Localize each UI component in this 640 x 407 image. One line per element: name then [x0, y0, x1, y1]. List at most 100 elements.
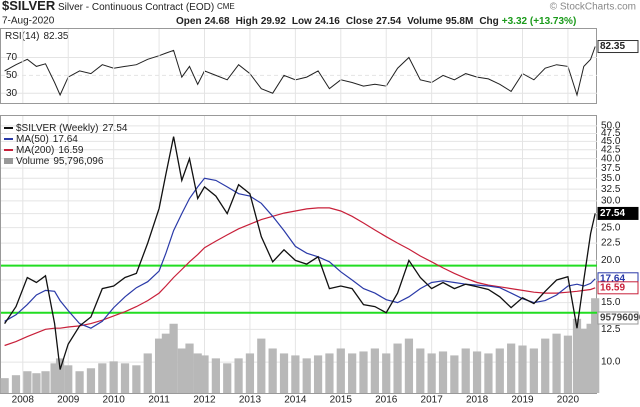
- volume-bar: [563, 335, 573, 393]
- value-box: [597, 311, 639, 325]
- volume-bar: [98, 363, 107, 393]
- legend-value: 17.64: [53, 134, 78, 145]
- y-tick-label: 35.0: [601, 173, 621, 184]
- legend-name: MA(50): [16, 134, 49, 145]
- rsi-line: [4, 46, 596, 97]
- legend-name: RSI(14): [5, 31, 39, 42]
- y-tick-label: 30: [6, 88, 18, 99]
- volume-bar: [132, 365, 141, 393]
- volume-bar: [325, 353, 334, 393]
- volume-bar: [591, 298, 600, 393]
- quote-value: 24.16: [315, 16, 340, 27]
- volume-bar: [302, 358, 311, 393]
- volume-bar: [109, 361, 118, 393]
- price-line: [4, 136, 596, 370]
- quote-label: Low: [292, 16, 312, 27]
- quote-label: Volume: [407, 16, 443, 27]
- y-tick-label: 22.5: [601, 238, 621, 249]
- quote: Open 24.68 High 29.92 Low 24.16 Close 27.54 Volu…: [176, 16, 576, 27]
- volume-bar: [245, 353, 255, 393]
- volume-bar: [86, 368, 96, 393]
- volume-bar: [507, 343, 516, 393]
- moving-average: [4, 177, 596, 329]
- volume-bar: [223, 363, 232, 393]
- x-tick-label: 2015: [330, 395, 353, 406]
- x-tick-label: 2008: [12, 395, 35, 406]
- date: 7-Aug-2020: [2, 16, 55, 27]
- quote-value: 24.68: [205, 16, 230, 27]
- volume-bar: [427, 353, 436, 393]
- x-tick-label: 2016: [375, 395, 398, 406]
- x-tick-label: 2011: [148, 395, 170, 406]
- y-tick-label: 30.0: [601, 196, 621, 207]
- y-tick-label: 47.5: [601, 128, 621, 139]
- volume-bar: [11, 375, 21, 393]
- volume-bar: [291, 355, 300, 393]
- chart-title: $SILVER Silver - Continuous Contract (EO…: [2, 0, 235, 13]
- value-box-label: 16.59: [600, 282, 625, 293]
- volume-bar: [23, 371, 32, 393]
- volume-bar: [161, 333, 171, 393]
- quote-value: 95.8M: [446, 16, 474, 27]
- volume-bar: [234, 358, 243, 393]
- legend-value: 16.59: [58, 145, 83, 156]
- legend-value: 27.54: [102, 123, 127, 134]
- volume-bar: [404, 338, 414, 393]
- volume-bar: [348, 353, 357, 393]
- volume-bar: [382, 353, 391, 393]
- volume-bar: [313, 355, 323, 393]
- quote-value: +3.32 (+13.73%): [502, 16, 577, 27]
- volume-bar: [55, 358, 65, 393]
- volume-bar: [552, 333, 561, 393]
- x-tick-label: 2017: [421, 395, 444, 406]
- x-tick-label: 2013: [239, 395, 262, 406]
- volume-bar: [359, 351, 368, 393]
- volume-bar: [41, 371, 50, 393]
- volume-bar: [450, 355, 459, 393]
- volume-bar: [75, 371, 84, 393]
- volume-bar: [484, 353, 493, 393]
- volume-bar: [586, 323, 595, 393]
- volume-bar: [541, 338, 550, 393]
- x-tick-label: 2020: [557, 395, 580, 406]
- volume-bar: [438, 351, 448, 393]
- y-tick-label: 50.0: [601, 121, 621, 132]
- y-tick-label: 37.5: [601, 163, 621, 174]
- volume-bar: [518, 345, 527, 393]
- legend-entry: Volume 95,796,096: [16, 156, 104, 167]
- quote-value: 29.92: [261, 16, 286, 27]
- volume-bar: [336, 348, 345, 393]
- y-tick-label: 70: [6, 52, 18, 63]
- volume-bar: [393, 343, 402, 393]
- volume-bar: [0, 378, 9, 393]
- volume-bar: [579, 328, 588, 393]
- volume-bar: [200, 355, 209, 393]
- volume-bar: [529, 348, 538, 393]
- value-box-label: 82.35: [600, 41, 625, 52]
- volume-bar: [193, 353, 202, 393]
- quote-label: High: [236, 16, 258, 27]
- y-tick-label: 15.0: [601, 297, 621, 308]
- legend-name: $SILVER (Weekly): [16, 123, 98, 134]
- y-tick-label: 12.5: [601, 324, 621, 335]
- symbol: $SILVER: [2, 0, 56, 13]
- volume-bar: [370, 348, 379, 393]
- volume-bar: [143, 353, 152, 393]
- x-tick-label: 2014: [284, 395, 307, 406]
- volume-bar: [472, 351, 482, 393]
- volume-bar: [177, 348, 186, 393]
- volume-bar: [257, 338, 266, 393]
- y-tick-label: 20.0: [601, 255, 621, 266]
- volume-bar: [154, 338, 164, 393]
- volume-bar: [32, 373, 41, 393]
- source: © StockCharts.com: [550, 2, 636, 13]
- y-tick-label: 32.5: [601, 184, 621, 195]
- legend-value: 82.35: [43, 31, 68, 42]
- volume-bar: [416, 348, 425, 393]
- volume-bar: [279, 353, 289, 393]
- y-tick-label: 42.5: [601, 144, 621, 155]
- y-tick-label: 10.0: [601, 357, 621, 368]
- value-box-label: 95796096: [600, 313, 640, 324]
- legend-name: Volume: [16, 156, 50, 167]
